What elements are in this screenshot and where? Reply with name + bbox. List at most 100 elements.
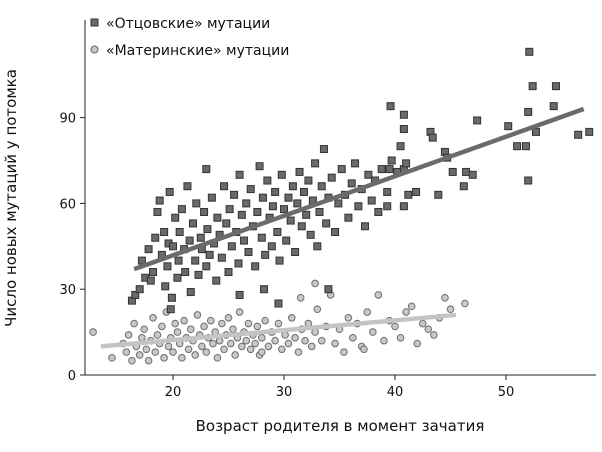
paternal-point xyxy=(387,156,396,165)
maternal-point xyxy=(218,319,226,328)
legend-label-paternal: «Отцовские» мутации xyxy=(106,16,270,32)
paternal-point xyxy=(174,256,183,265)
maternal-point xyxy=(238,342,246,351)
paternal-point xyxy=(192,199,201,208)
maternal-point xyxy=(108,354,116,362)
maternal-point xyxy=(124,331,133,339)
paternal-point xyxy=(524,107,533,116)
paternal-point xyxy=(574,130,583,139)
maternal-point xyxy=(138,334,146,342)
paternal-point xyxy=(165,187,174,196)
maternal-point xyxy=(461,299,469,308)
maternal-point xyxy=(224,314,233,322)
paternal-point xyxy=(528,82,537,91)
paternal-point xyxy=(137,256,146,265)
paternal-point xyxy=(257,233,266,242)
maternal-point xyxy=(169,348,177,356)
paternal-point xyxy=(273,228,282,236)
x-tick-label: 20 xyxy=(165,385,182,400)
maternal-point xyxy=(202,348,211,356)
maternal-point xyxy=(140,325,148,334)
x-tick-label: 30 xyxy=(276,385,293,400)
paternal-point xyxy=(207,193,216,202)
paternal-point xyxy=(271,187,280,196)
paternal-point xyxy=(222,219,231,228)
paternal-point xyxy=(313,242,322,251)
maternal-point xyxy=(226,339,235,348)
paternal-point xyxy=(213,213,222,222)
x-tick-label: 50 xyxy=(498,385,515,400)
paternal-point xyxy=(344,213,353,222)
paternal-point xyxy=(202,165,211,174)
maternal-point xyxy=(171,319,180,328)
paternal-point xyxy=(374,207,383,216)
maternal-point xyxy=(149,314,157,322)
paternal-point xyxy=(361,222,370,231)
paternal-point xyxy=(434,190,443,199)
maternal-point xyxy=(206,316,215,325)
paternal-point xyxy=(171,213,180,222)
paternal-point xyxy=(234,259,243,268)
maternal-point xyxy=(307,342,316,351)
paternal-point xyxy=(212,276,221,285)
paternal-point xyxy=(367,196,376,205)
maternal-point xyxy=(284,339,293,348)
maternal-point xyxy=(142,345,151,354)
paternal-point xyxy=(135,285,144,294)
paternal-point xyxy=(183,182,192,191)
maternal-point xyxy=(144,356,153,365)
paternal-point xyxy=(284,193,293,202)
paternal-point xyxy=(291,248,300,257)
maternal-point xyxy=(291,334,299,342)
maternal-point xyxy=(413,339,422,348)
paternal-point xyxy=(220,182,229,191)
maternal-point xyxy=(220,345,228,354)
paternal-point xyxy=(402,159,411,168)
paternal-point xyxy=(277,170,286,179)
paternal-point xyxy=(240,236,249,245)
paternal-point xyxy=(304,176,313,185)
paternal-point xyxy=(549,102,558,111)
paternal-point xyxy=(263,176,272,185)
maternal-point xyxy=(296,293,305,302)
paternal-point xyxy=(149,268,158,277)
paternal-point xyxy=(459,182,468,191)
paternal-trend-line xyxy=(133,106,585,272)
maternal-point xyxy=(215,336,224,345)
paternal-point xyxy=(161,282,170,291)
maternal-point xyxy=(231,351,239,359)
maternal-point xyxy=(418,319,427,328)
axis-ticks: 20 30 40 50 0 30 60 90 xyxy=(59,112,514,400)
paternal-point xyxy=(185,236,194,245)
paternal-point xyxy=(399,125,408,134)
paternal-point xyxy=(399,202,408,211)
paternal-point xyxy=(186,288,195,297)
paternal-point xyxy=(334,199,343,208)
legend-marker-maternal xyxy=(90,45,99,54)
paternal-point xyxy=(188,219,197,228)
paternal-point xyxy=(274,299,283,308)
maternal-point xyxy=(446,305,455,314)
maternal-point xyxy=(281,331,289,339)
paternal-point xyxy=(462,167,471,176)
maternal-point xyxy=(277,345,286,354)
maternal-point xyxy=(128,356,136,365)
paternal-point xyxy=(224,268,233,277)
paternal-point xyxy=(235,290,244,299)
maternal-point xyxy=(244,319,253,328)
paternal-point xyxy=(347,179,356,188)
maternal-point xyxy=(158,322,166,331)
paternal-point xyxy=(396,142,405,151)
maternal-point xyxy=(274,319,283,328)
paternal-point xyxy=(319,145,328,154)
paternal-point xyxy=(337,165,346,174)
maternal-point xyxy=(160,354,168,362)
maternal-point xyxy=(301,336,309,345)
maternal-point xyxy=(344,314,353,322)
maternal-point xyxy=(349,334,357,342)
legend: «Отцовские» мутации «Материнские» мутаци… xyxy=(90,16,289,59)
maternal-point xyxy=(331,339,339,348)
paternal-point xyxy=(255,162,264,171)
paternal-point xyxy=(202,262,211,271)
